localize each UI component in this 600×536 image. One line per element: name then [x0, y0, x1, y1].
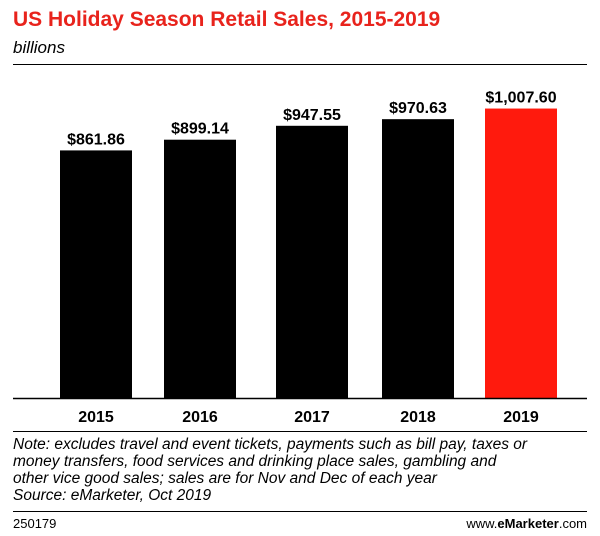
bar-chart: $861.86 2015 $899.14 2016 $947.55 2017 $970.63…: [13, 90, 587, 426]
value-label-2018: $970.63: [389, 100, 447, 117]
bar-2016: [164, 139, 236, 398]
notes-block: Note: excludes travel and event tickets,…: [13, 436, 593, 504]
brand-link[interactable]: www.eMarketer.com: [466, 516, 587, 531]
footer-divider: [13, 511, 587, 512]
x-tick-2016: 2016: [182, 409, 218, 426]
value-label-2015: $861.86: [67, 131, 125, 148]
x-tick-2018: 2018: [400, 409, 436, 426]
bar-2017: [276, 125, 348, 398]
bar-2015: [60, 150, 132, 398]
bar-2019: [485, 108, 557, 398]
note-line-1: Note: excludes travel and event tickets,…: [13, 436, 528, 453]
value-label-2019: $1,007.60: [485, 90, 556, 107]
brand-prefix: www.: [466, 516, 498, 531]
note-line-3: other vice good sales; sales are for Nov…: [13, 470, 437, 487]
chart-id: 250179: [13, 516, 57, 531]
x-tick-2017: 2017: [294, 409, 330, 426]
x-tick-2015: 2015: [78, 409, 114, 426]
brand-suffix: .com: [558, 516, 587, 531]
chart-subtitle: billions: [13, 38, 65, 57]
x-tick-2019: 2019: [503, 409, 539, 426]
chart-bottom-divider: [13, 431, 587, 432]
note-line-2: money transfers, food services and drink…: [13, 453, 497, 470]
top-divider: [13, 64, 587, 65]
brand-name: eMarketer: [497, 516, 559, 531]
source-line: Source: eMarketer, Oct 2019: [13, 487, 212, 504]
bar-2018: [382, 119, 454, 398]
value-label-2016: $899.14: [171, 121, 229, 138]
chart-title: US Holiday Season Retail Sales, 2015-201…: [13, 8, 441, 31]
value-label-2017: $947.55: [283, 107, 341, 124]
